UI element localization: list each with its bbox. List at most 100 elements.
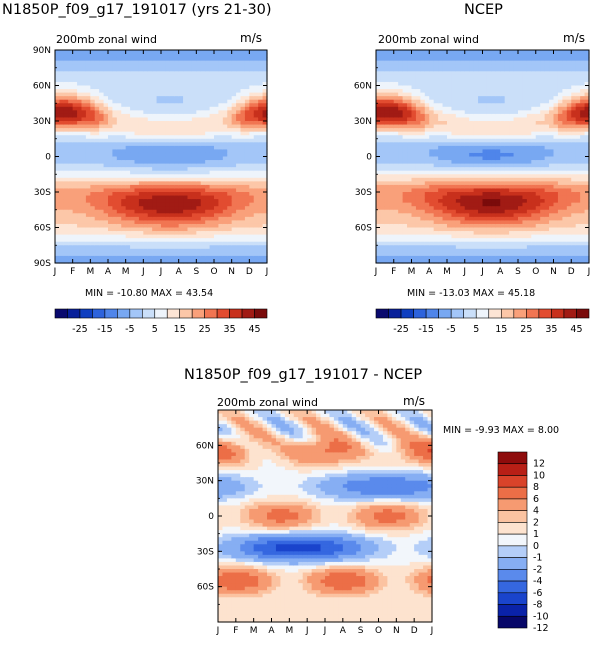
heatmap-cell [402, 50, 408, 55]
heatmap-cell [407, 241, 413, 246]
heatmap-cell [384, 53, 390, 58]
chart1-title: N1850P_f09_g17_191017 (yrs 21-30) [2, 2, 272, 18]
heatmap-cell [138, 188, 144, 193]
heatmap-cell [103, 74, 109, 79]
heatmap-cell [214, 195, 220, 200]
heatmap-cell [205, 53, 211, 58]
heatmap-cell [486, 57, 492, 62]
heatmap-cell [121, 67, 127, 72]
heatmap-cell [147, 202, 153, 207]
heatmap-cell [389, 53, 395, 58]
heatmap-cell [262, 117, 268, 122]
heatmap-cell [384, 199, 390, 204]
heatmap-cell [513, 92, 519, 97]
heatmap-cell [513, 78, 519, 83]
heatmap-cell [407, 117, 413, 122]
heatmap-cell [509, 138, 515, 143]
heatmap-cell [196, 128, 202, 133]
heatmap-cell [455, 145, 461, 150]
heatmap-cell [464, 213, 470, 218]
heatmap-cell [380, 259, 386, 264]
heatmap-cell [147, 103, 153, 108]
heatmap-cell [187, 60, 193, 65]
heatmap-cell [482, 81, 488, 87]
heatmap-cell [376, 131, 382, 136]
heatmap-cell [196, 216, 202, 221]
heatmap-cell [491, 202, 497, 207]
heatmap-cell [138, 177, 144, 182]
heatmap-cell [112, 216, 118, 221]
heatmap-cell [236, 145, 242, 150]
heatmap-cell [478, 238, 484, 243]
heatmap-cell [240, 160, 246, 165]
heatmap-cell [258, 57, 264, 62]
heatmap-cell [424, 238, 430, 243]
colorbar-swatch [166, 308, 181, 319]
heatmap-cell [509, 255, 515, 261]
heatmap-cell [94, 231, 100, 236]
heatmap-cell [125, 163, 131, 168]
heatmap-cell [447, 255, 453, 261]
heatmap-cell [165, 124, 171, 129]
heatmap-cell [165, 71, 171, 76]
heatmap-cell [402, 170, 408, 175]
heatmap-cell [420, 50, 426, 55]
heatmap-cell [393, 220, 399, 225]
heatmap-cell [509, 152, 515, 158]
heatmap-cell [504, 231, 510, 236]
heatmap-cell [90, 209, 96, 214]
heatmap-cell [438, 71, 444, 76]
heatmap-cell [94, 174, 100, 179]
heatmap-cell [438, 220, 444, 225]
heatmap-cell [63, 113, 69, 119]
heatmap-cell [77, 152, 83, 158]
heatmap-cell [464, 124, 470, 129]
heatmap-cell [249, 160, 255, 165]
heatmap-cell [72, 110, 78, 115]
heatmap-cell [438, 174, 444, 179]
heatmap-cell [464, 74, 470, 79]
heatmap-cell [518, 241, 524, 246]
heatmap-cell [438, 92, 444, 97]
heatmap-cell [455, 199, 461, 204]
heatmap-cell [518, 259, 524, 264]
heatmap-cell [161, 92, 167, 97]
heatmap-cell [429, 255, 435, 261]
heatmap-cell [262, 89, 268, 94]
heatmap-cell [156, 57, 162, 62]
heatmap-cell [380, 149, 386, 154]
heatmap-cell [222, 89, 228, 94]
heatmap-cell [200, 160, 206, 165]
heatmap-cell [156, 124, 162, 129]
heatmap-cell [209, 234, 215, 239]
heatmap-cell [464, 195, 470, 200]
heatmap-cell [447, 216, 453, 221]
heatmap-cell [495, 167, 501, 172]
heatmap-cell [518, 238, 524, 243]
heatmap-cell [464, 227, 470, 232]
heatmap-cell [134, 53, 140, 58]
heatmap-cell [134, 199, 140, 204]
heatmap-cell [424, 156, 430, 161]
heatmap-cell [442, 188, 448, 193]
heatmap-cell [130, 85, 136, 90]
heatmap-cell [116, 156, 122, 161]
heatmap-cell [420, 181, 426, 186]
heatmap-cell [94, 152, 100, 158]
heatmap-cell [222, 92, 228, 97]
heatmap-cell [161, 67, 167, 72]
heatmap-cell [169, 124, 175, 129]
heatmap-cell [161, 78, 167, 83]
heatmap-cell [116, 110, 122, 115]
heatmap-cell [513, 177, 519, 182]
heatmap-cell [407, 245, 413, 250]
heatmap-cell [240, 202, 246, 207]
heatmap-cell [411, 106, 417, 111]
heatmap-cell [231, 220, 237, 225]
heatmap-cell [262, 128, 268, 133]
heatmap-cell [81, 167, 87, 172]
heatmap-cell [240, 71, 246, 76]
heatmap-cell [420, 106, 426, 111]
heatmap-cell [72, 135, 78, 140]
heatmap-cell [90, 163, 96, 168]
